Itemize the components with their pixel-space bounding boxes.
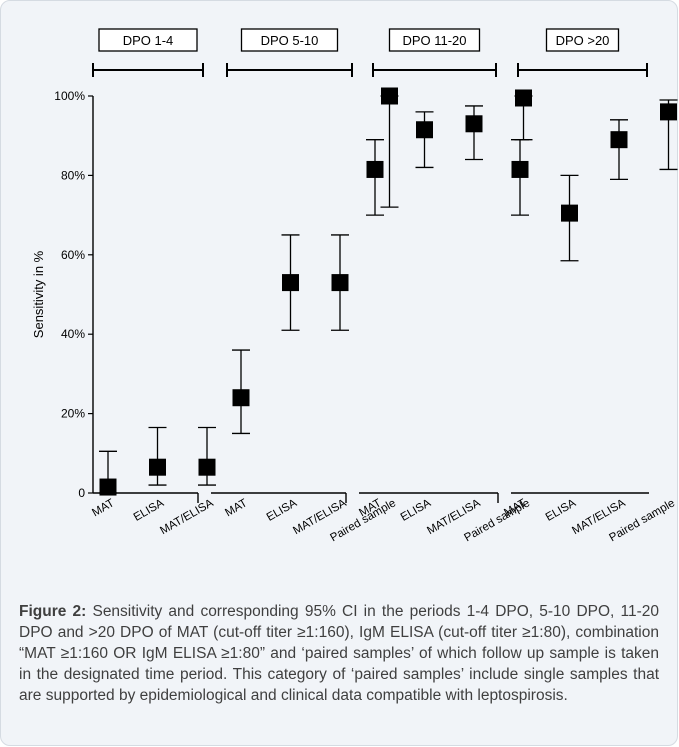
data-point-square: [515, 89, 532, 107]
data-point-square: [660, 103, 677, 121]
caption-text: Sensitivity and corresponding 95% CI in …: [19, 603, 659, 704]
y-axis-label: Sensitivity in %: [31, 250, 46, 338]
group-label-box: [240, 28, 339, 52]
data-point-square: [99, 478, 117, 496]
data-point-square: [149, 458, 166, 476]
data-point-square: [331, 274, 349, 292]
y-tick-label: 0: [78, 486, 85, 500]
y-tick-label: 60%: [61, 248, 85, 262]
group-label: DPO >20: [556, 33, 610, 48]
x-category-label: ELISA: [544, 497, 579, 524]
data-point-square: [511, 160, 529, 178]
data-point-square: [366, 160, 384, 178]
group-label-box: [98, 28, 198, 52]
figure-caption: Figure 2: Sensitivity and corresponding …: [19, 601, 659, 706]
group-label-box: [545, 28, 620, 52]
data-point-square: [282, 274, 299, 292]
y-tick-label: 100%: [54, 89, 85, 103]
data-point-square: [416, 121, 433, 139]
group-label: DPO 11-20: [402, 33, 466, 48]
data-point-square: [232, 389, 250, 407]
caption-label: Figure 2:: [19, 603, 87, 620]
x-category-label: MAT/ELISA: [158, 497, 216, 537]
x-category-label: MAT: [90, 497, 116, 519]
data-point-square: [465, 115, 483, 133]
x-category-label: ELISA: [265, 497, 300, 524]
group-label: DPO 1-4: [123, 33, 174, 48]
group-label-box: [388, 28, 481, 52]
sensitivity-chart: 0 20% 40% 60% 80% 100% Sensitivity in % DPO 1-4…: [31, 28, 678, 544]
data-point-square: [381, 87, 398, 105]
y-tick-label: 40%: [61, 327, 85, 341]
y-tick-label: 20%: [61, 407, 85, 421]
group-label: DPO 5-10: [261, 33, 319, 48]
x-category-label: MAT: [223, 497, 249, 519]
data-point-square: [561, 204, 578, 222]
x-category-label: ELISA: [132, 497, 167, 524]
x-category-label: ELISA: [399, 497, 434, 524]
data-point-square: [198, 458, 216, 476]
y-tick-label: 80%: [61, 168, 85, 182]
data-point-square: [610, 131, 628, 149]
